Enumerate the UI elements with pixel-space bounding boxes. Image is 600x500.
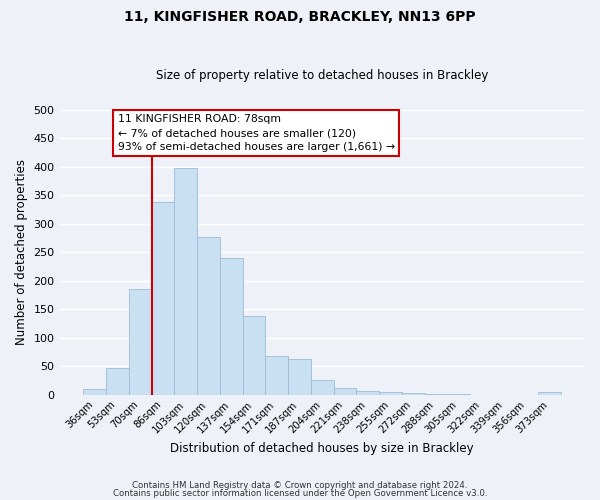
X-axis label: Distribution of detached houses by size in Brackley: Distribution of detached houses by size … bbox=[170, 442, 474, 455]
Bar bbox=[220, 258, 242, 394]
Bar bbox=[242, 316, 265, 394]
Text: Contains HM Land Registry data © Crown copyright and database right 2024.: Contains HM Land Registry data © Crown c… bbox=[132, 481, 468, 490]
Y-axis label: Number of detached properties: Number of detached properties bbox=[15, 159, 28, 345]
Bar bbox=[538, 392, 561, 394]
Bar bbox=[129, 289, 152, 395]
Bar bbox=[334, 388, 356, 394]
Bar bbox=[265, 356, 288, 395]
Bar bbox=[356, 391, 379, 394]
Bar bbox=[197, 236, 220, 394]
Bar bbox=[106, 368, 129, 394]
Bar bbox=[379, 392, 402, 394]
Text: 11 KINGFISHER ROAD: 78sqm
← 7% of detached houses are smaller (120)
93% of semi-: 11 KINGFISHER ROAD: 78sqm ← 7% of detach… bbox=[118, 114, 395, 152]
Bar bbox=[152, 202, 175, 394]
Text: 11, KINGFISHER ROAD, BRACKLEY, NN13 6PP: 11, KINGFISHER ROAD, BRACKLEY, NN13 6PP bbox=[124, 10, 476, 24]
Text: Contains public sector information licensed under the Open Government Licence v3: Contains public sector information licen… bbox=[113, 488, 487, 498]
Title: Size of property relative to detached houses in Brackley: Size of property relative to detached ho… bbox=[156, 69, 488, 82]
Bar bbox=[83, 389, 106, 394]
Bar bbox=[175, 168, 197, 394]
Bar bbox=[311, 380, 334, 394]
Bar bbox=[288, 359, 311, 394]
